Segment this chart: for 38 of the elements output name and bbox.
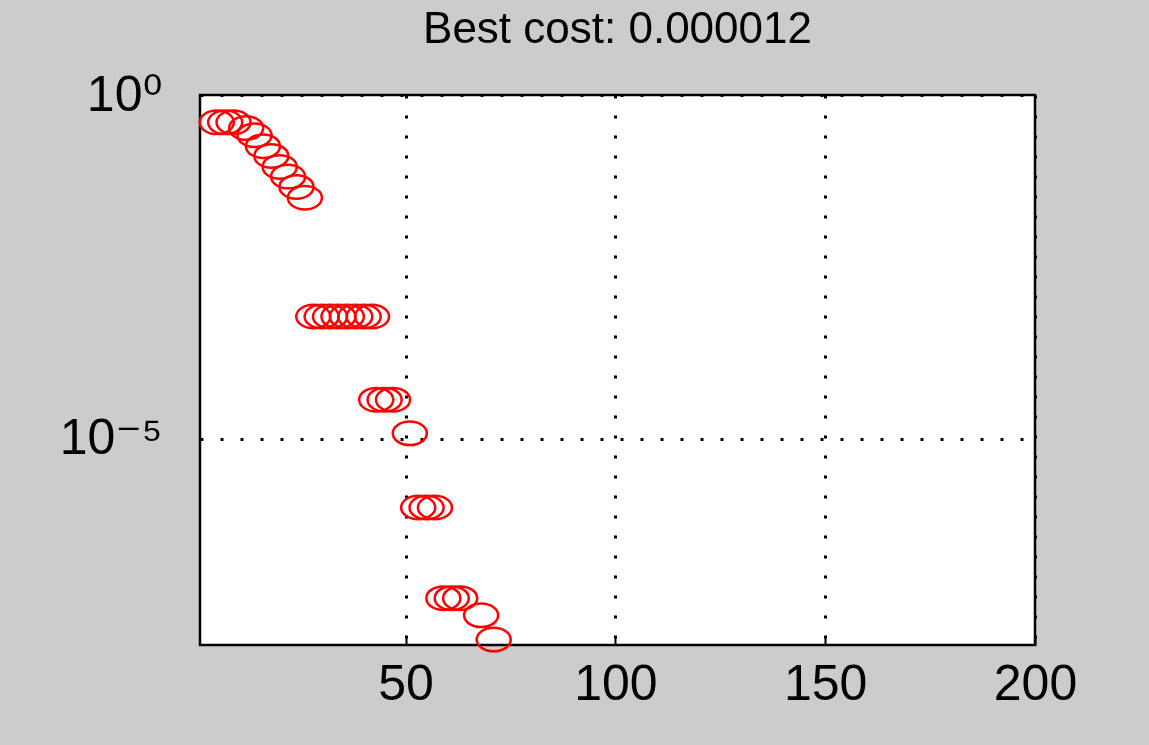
x-tick-label: 200 <box>993 654 1078 711</box>
point <box>475 626 512 653</box>
x-tick-label: 50 <box>378 654 434 711</box>
point <box>408 494 445 521</box>
point <box>198 109 236 136</box>
point <box>336 303 374 330</box>
point <box>261 153 298 180</box>
x-tick-label: 150 <box>783 654 868 711</box>
point <box>278 173 315 200</box>
point <box>433 585 471 612</box>
point <box>295 303 332 330</box>
point <box>462 602 500 629</box>
point <box>215 109 252 136</box>
point <box>303 303 340 330</box>
point <box>366 386 403 413</box>
point <box>244 133 282 160</box>
point <box>374 386 412 413</box>
chart-title: Best cost: 0.000012 <box>423 3 812 52</box>
point <box>425 585 462 612</box>
point <box>269 163 307 190</box>
y-tick-label: 10⁻⁵ <box>59 409 163 466</box>
point <box>227 115 265 142</box>
point <box>391 420 429 447</box>
point <box>399 494 437 521</box>
point <box>357 386 395 413</box>
point <box>206 109 244 136</box>
point <box>353 303 391 330</box>
x-tick-label: 100 <box>574 654 658 711</box>
point <box>441 585 479 612</box>
point <box>320 303 357 330</box>
point <box>416 494 454 521</box>
point <box>286 184 324 211</box>
y-tick-label: 10⁰ <box>86 65 163 122</box>
point <box>311 303 349 330</box>
point <box>236 122 273 149</box>
point <box>253 142 290 169</box>
point <box>328 303 366 330</box>
point <box>345 303 382 330</box>
